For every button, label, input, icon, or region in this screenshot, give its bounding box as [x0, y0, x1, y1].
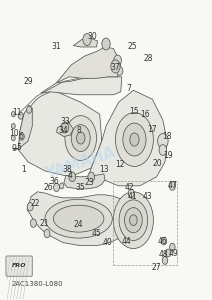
Text: 11: 11 [12, 108, 21, 117]
Ellipse shape [45, 199, 112, 238]
Text: 10: 10 [10, 129, 19, 138]
Circle shape [69, 172, 76, 182]
Circle shape [169, 182, 176, 190]
Circle shape [11, 112, 15, 117]
Circle shape [102, 38, 110, 50]
Circle shape [117, 66, 123, 75]
Text: 28: 28 [143, 54, 153, 63]
Circle shape [27, 202, 33, 211]
Circle shape [128, 189, 134, 197]
Circle shape [77, 132, 85, 144]
Circle shape [111, 60, 120, 73]
Ellipse shape [53, 205, 104, 232]
Text: 16: 16 [140, 110, 150, 119]
Circle shape [30, 219, 36, 227]
Text: 45: 45 [92, 229, 101, 238]
Text: 17: 17 [148, 124, 157, 134]
Text: 7: 7 [127, 84, 132, 93]
Text: 19: 19 [163, 152, 173, 160]
Circle shape [113, 192, 153, 248]
Text: 4: 4 [68, 171, 73, 180]
Text: 41: 41 [127, 192, 137, 201]
Text: 21: 21 [39, 219, 49, 228]
Text: 40: 40 [102, 238, 112, 247]
Circle shape [26, 106, 32, 113]
Circle shape [83, 34, 91, 46]
Text: 18: 18 [162, 132, 172, 141]
Text: 30: 30 [87, 32, 97, 41]
Circle shape [162, 256, 168, 264]
Polygon shape [57, 122, 73, 136]
Text: 33: 33 [60, 117, 70, 126]
Circle shape [158, 134, 168, 148]
Circle shape [19, 133, 24, 140]
Text: 20: 20 [153, 159, 162, 168]
Text: 27: 27 [152, 263, 161, 272]
FancyBboxPatch shape [6, 256, 32, 276]
Polygon shape [73, 38, 98, 47]
Circle shape [61, 122, 69, 133]
Text: 36: 36 [50, 177, 59, 186]
Circle shape [54, 183, 59, 191]
Circle shape [161, 237, 167, 245]
Circle shape [11, 123, 15, 129]
Polygon shape [41, 77, 122, 95]
Text: 13: 13 [99, 165, 109, 174]
Circle shape [116, 113, 153, 166]
Circle shape [11, 135, 15, 141]
Text: 44: 44 [121, 237, 131, 246]
Text: 5: 5 [16, 142, 21, 152]
Text: YAMAHA: YAMAHA [44, 145, 118, 182]
Polygon shape [57, 47, 121, 83]
Text: 6: 6 [18, 132, 23, 141]
Text: FRO: FRO [12, 263, 26, 268]
Text: 29: 29 [23, 77, 33, 86]
Circle shape [65, 116, 96, 160]
Text: 42: 42 [124, 183, 134, 192]
Polygon shape [27, 192, 133, 246]
Text: 48: 48 [159, 250, 169, 259]
Circle shape [18, 112, 23, 119]
Text: 24: 24 [74, 220, 84, 229]
Text: 12: 12 [115, 160, 124, 169]
Text: 47: 47 [167, 181, 177, 190]
Circle shape [130, 133, 139, 146]
Text: 37: 37 [111, 63, 120, 72]
Text: 8: 8 [76, 126, 81, 135]
Text: 2AC1380-L080: 2AC1380-L080 [11, 281, 63, 287]
Circle shape [114, 55, 121, 66]
Circle shape [170, 243, 175, 251]
Text: 43: 43 [142, 192, 152, 201]
Text: 1: 1 [21, 165, 26, 174]
Circle shape [130, 215, 137, 226]
Text: 46: 46 [158, 237, 168, 246]
Text: 49: 49 [169, 248, 178, 257]
Circle shape [165, 249, 171, 257]
Text: 15: 15 [130, 107, 139, 116]
Text: 23: 23 [84, 178, 94, 187]
Text: 35: 35 [76, 183, 86, 192]
Text: 34: 34 [58, 126, 68, 135]
Text: 26: 26 [43, 183, 53, 192]
Text: 38: 38 [62, 165, 72, 174]
Polygon shape [89, 90, 167, 186]
Circle shape [123, 123, 146, 156]
Circle shape [44, 230, 50, 238]
Polygon shape [12, 105, 32, 150]
Circle shape [71, 124, 90, 152]
Polygon shape [64, 174, 105, 189]
Circle shape [124, 208, 142, 233]
Text: 31: 31 [52, 43, 61, 52]
Text: 22: 22 [31, 199, 40, 208]
Polygon shape [19, 90, 102, 177]
Circle shape [159, 145, 167, 155]
Text: 25: 25 [127, 43, 137, 52]
Circle shape [88, 172, 95, 182]
Circle shape [119, 200, 148, 241]
Circle shape [60, 183, 64, 189]
Text: 9: 9 [12, 144, 17, 153]
